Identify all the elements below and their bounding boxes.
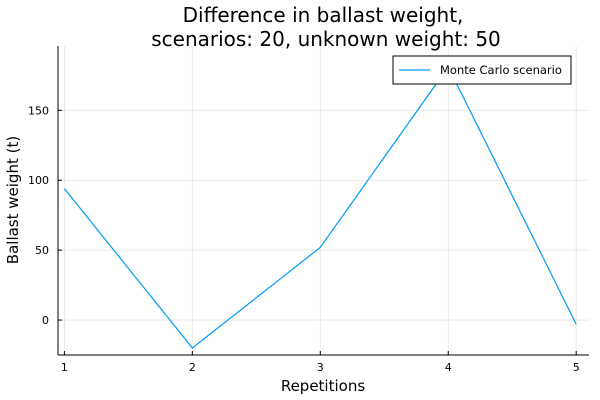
legend: Monte Carlo scenario	[392, 55, 572, 85]
legend-entry-label: Monte Carlo scenario	[440, 63, 562, 77]
chart-title-line2: scenarios: 20, unknown weight: 50	[151, 27, 501, 51]
y-tick-label: 0	[42, 314, 49, 327]
grid	[58, 46, 589, 355]
axes	[57, 46, 589, 356]
x-axis-label: Repetitions	[281, 377, 366, 395]
y-tick-label: 150	[28, 104, 49, 117]
series-lines	[63, 65, 577, 349]
x-tick-label: 1	[61, 361, 68, 374]
y-tick-label: 100	[28, 174, 49, 187]
chart-title-line1: Difference in ballast weight,	[183, 3, 464, 27]
x-tick-label: 5	[573, 361, 580, 374]
y-tick-label: 50	[35, 244, 49, 257]
series-line-monte-carlo-scenario	[63, 65, 577, 349]
x-tick-label: 2	[189, 361, 196, 374]
y-axis-label: Ballast weight (t)	[4, 136, 22, 264]
x-tick-label: 3	[317, 361, 324, 374]
x-tick-label: 4	[445, 361, 452, 374]
